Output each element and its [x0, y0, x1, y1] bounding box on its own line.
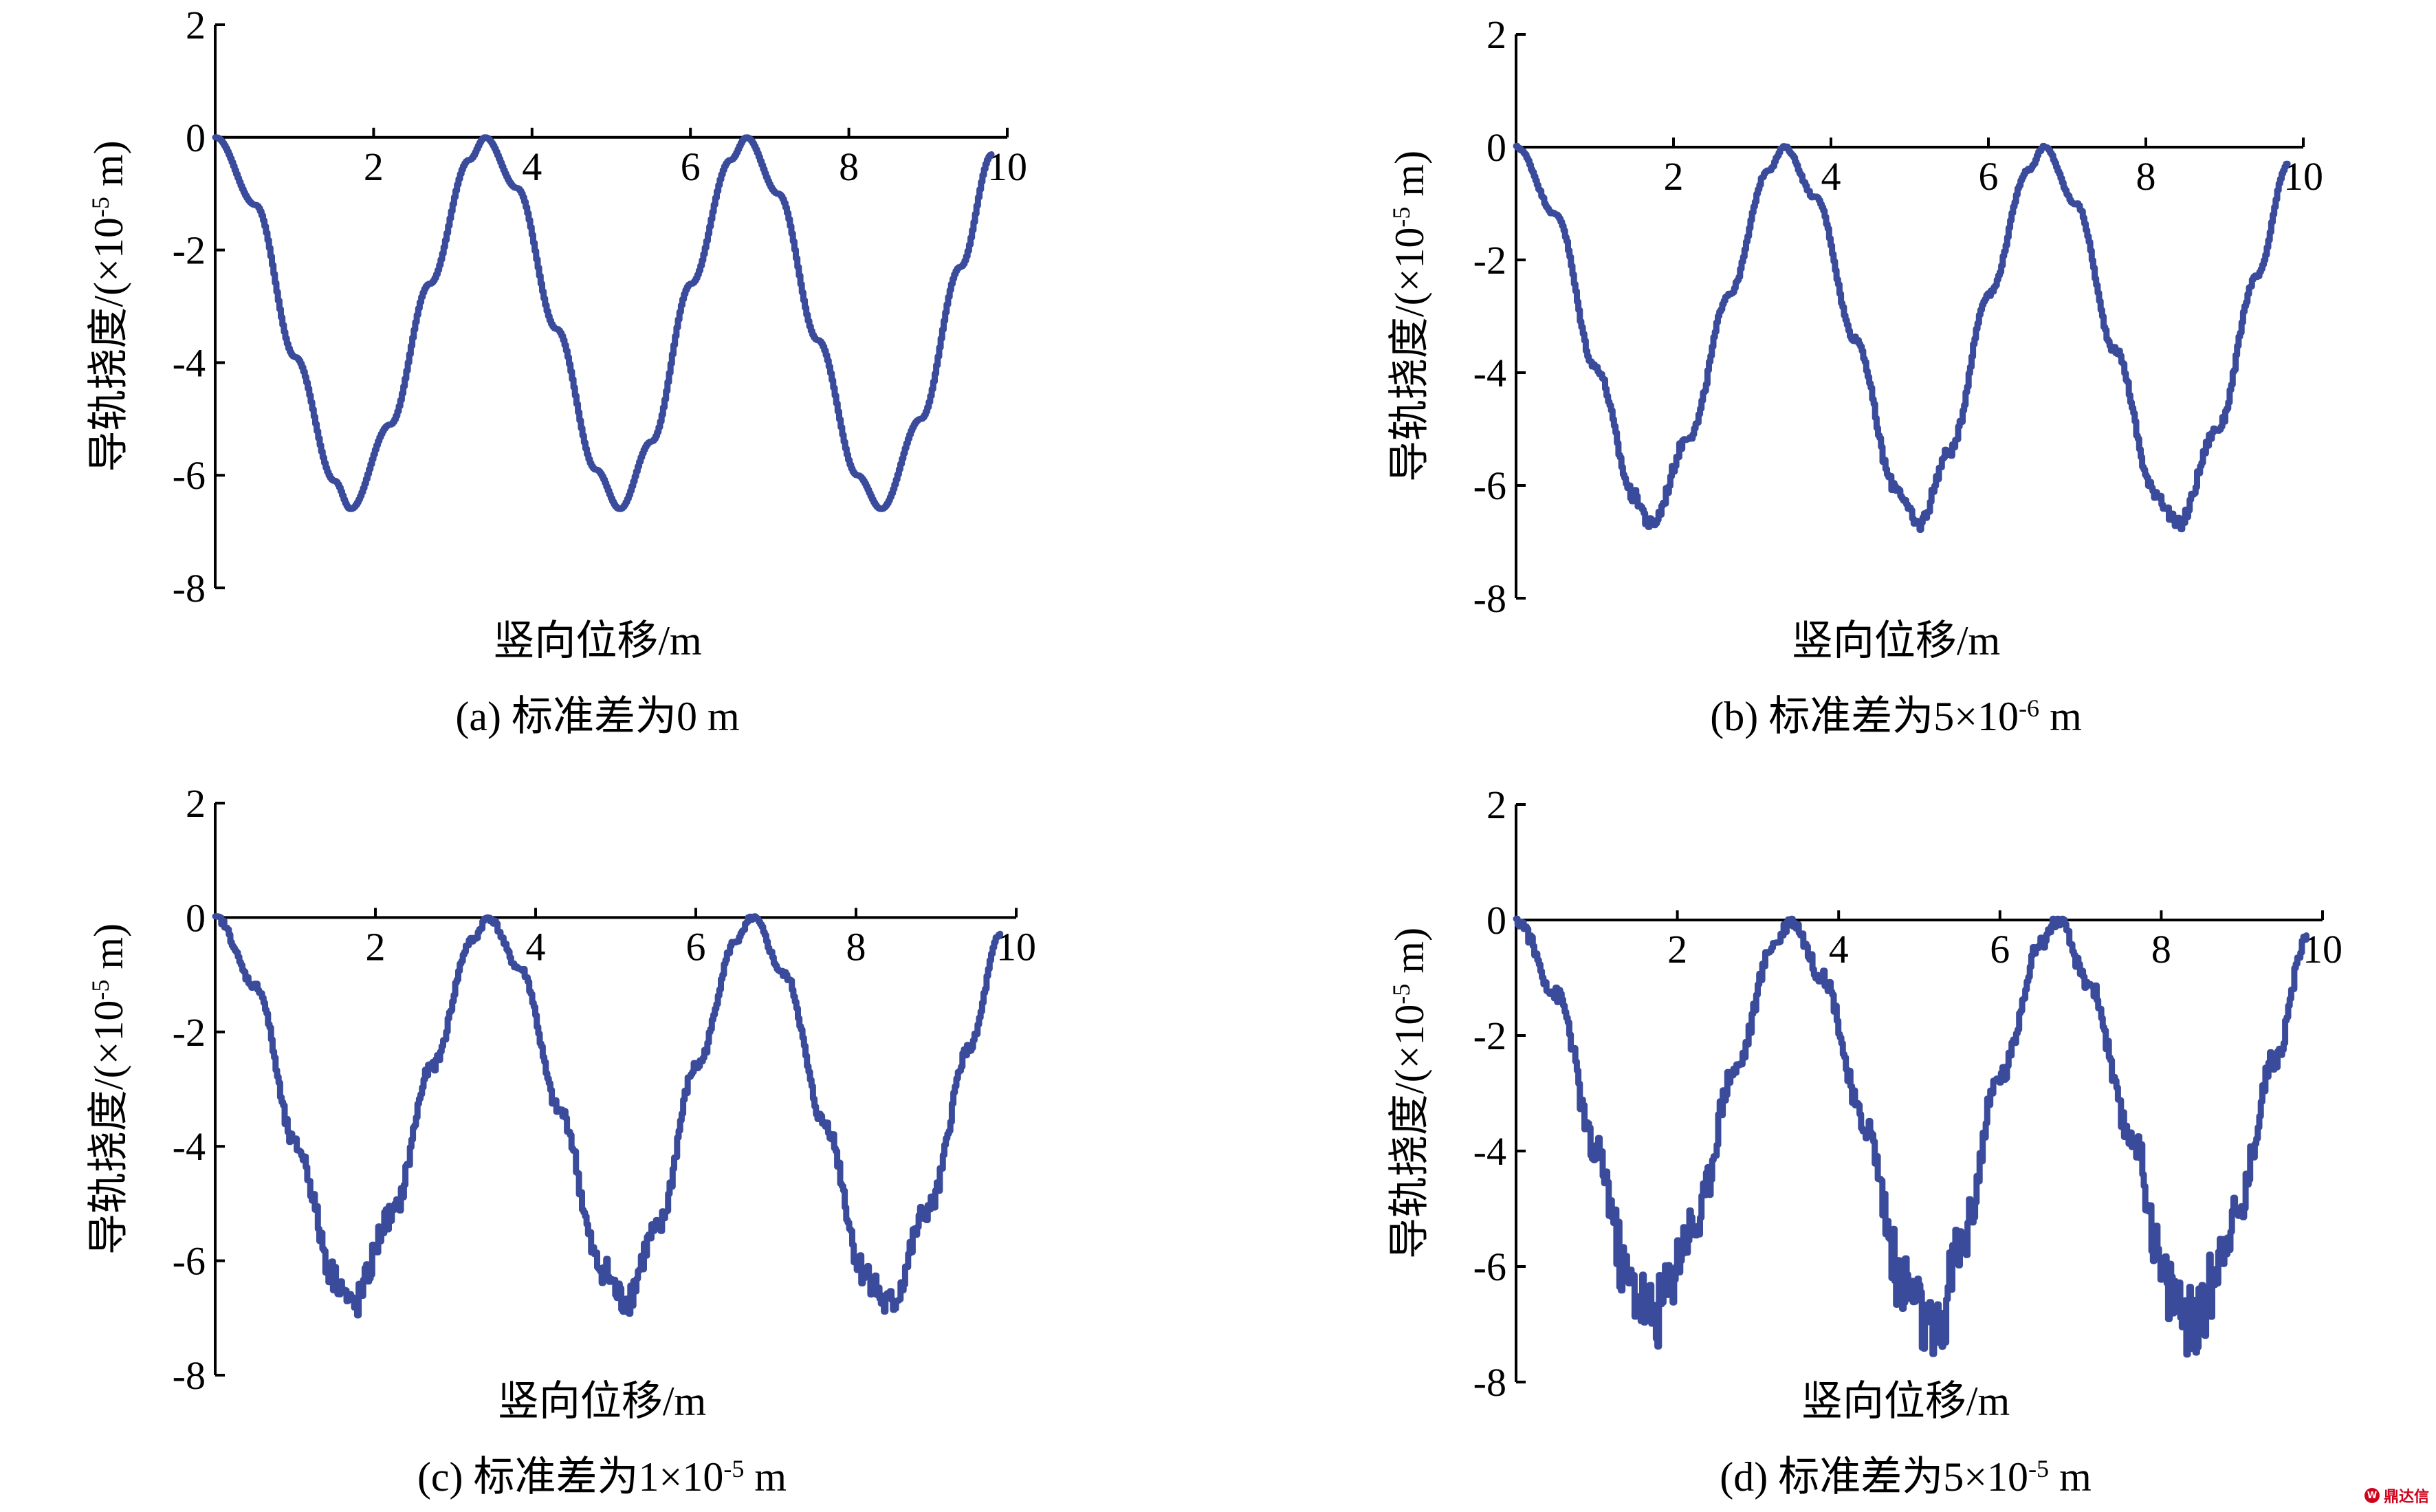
- x-tick-label: 6: [1990, 927, 2010, 972]
- chart-panel-a: 2 0 -2 -4 -6 -8 2 4 6 8 10 导轨挠度/(×10-5 m) 竖向位移/m (a) …: [86, 3, 1027, 739]
- y-tick-label: -2: [1473, 1014, 1506, 1058]
- y-tick-label: -2: [173, 228, 206, 273]
- y-tick-label: -4: [1473, 351, 1506, 395]
- y-axis-title: 导轨挠度/(×10-5 m): [1387, 928, 1432, 1259]
- chart-panel-c: 2 0 -2 -4 -6 -8 2 4 6 8 10 导轨挠度/(×10-5 m) 竖向位移/m (c) …: [86, 781, 1036, 1500]
- x-tick-label: 6: [1979, 154, 1999, 199]
- y-tick-label: -6: [173, 1239, 206, 1284]
- y-tick-label: -4: [1473, 1129, 1506, 1174]
- x-tick-label: 2: [366, 924, 386, 969]
- y-axis-title: 导轨挠度/(×10-5 m): [86, 923, 131, 1255]
- x-axis-title: 竖向位移/m: [1792, 618, 2000, 664]
- x-tick-label: 4: [1829, 927, 1849, 972]
- y-tick-label: -6: [173, 453, 206, 498]
- y-tick-label: -8: [173, 566, 206, 611]
- chart-caption: (a) 标准差为0 m: [455, 694, 739, 739]
- y-tick-label: -8: [1473, 1360, 1506, 1405]
- y-tick-label: 0: [1486, 125, 1506, 170]
- y-tick-label: 0: [1486, 898, 1506, 943]
- series-line: [212, 913, 1004, 1319]
- y-tick-label: -4: [173, 1124, 206, 1169]
- y-tick-label: -6: [1473, 463, 1506, 508]
- x-tick-label: 2: [364, 144, 384, 189]
- logo-icon: W: [2364, 1488, 2380, 1503]
- x-tick-label: 10: [996, 924, 1036, 969]
- y-tick-label: -2: [173, 1010, 206, 1055]
- y-tick-label: -8: [173, 1353, 206, 1398]
- x-tick-label: 10: [987, 144, 1027, 189]
- chart-caption: (d) 标准差为5×10-5 m: [1720, 1454, 2091, 1500]
- y-tick-label: 2: [186, 781, 206, 826]
- y-tick-label: -6: [1473, 1245, 1506, 1289]
- y-axis-title: 导轨挠度/(×10-5 m): [86, 140, 131, 472]
- y-tick-label: -2: [1473, 238, 1506, 283]
- y-tick-label: -4: [173, 340, 206, 385]
- x-tick-label: 6: [681, 144, 701, 189]
- x-tick-label: 2: [1667, 927, 1687, 972]
- x-tick-label: 4: [1821, 154, 1841, 199]
- series-line: [212, 134, 995, 512]
- x-tick-label: 10: [2283, 154, 2323, 199]
- x-tick-label: 8: [839, 144, 859, 189]
- chart-caption: (b) 标准差为5×10-6 m: [1710, 694, 2081, 739]
- watermark: W 鼎达信: [2364, 1484, 2429, 1506]
- watermark-text: 鼎达信: [2383, 1489, 2429, 1506]
- y-tick-label: -8: [1473, 576, 1506, 621]
- x-tick-label: 4: [522, 144, 542, 189]
- x-tick-label: 4: [526, 924, 546, 969]
- x-tick-label: 8: [2136, 154, 2156, 199]
- chart-caption: (c) 标准差为1×10-5 m: [417, 1454, 787, 1500]
- y-tick-label: 2: [186, 3, 206, 47]
- series-line: [1513, 915, 2309, 1358]
- y-tick-label: 2: [1486, 782, 1506, 827]
- y-tick-label: 2: [1486, 12, 1506, 57]
- chart-panel-b: 2 0 -2 -4 -6 -8 2 4 6 8 10 导轨挠度/(×10-5 m) 竖向位移/m (b) …: [1387, 12, 2323, 739]
- x-tick-label: 6: [686, 924, 706, 969]
- y-tick-label: 0: [186, 116, 206, 160]
- x-axis-title: 竖向位移/m: [1801, 1379, 2010, 1424]
- y-axis-title: 导轨挠度/(×10-5 m): [1387, 151, 1432, 482]
- y-tick-label: 0: [186, 895, 206, 940]
- x-tick-label: 8: [846, 924, 866, 969]
- x-tick-label: 8: [2151, 927, 2171, 972]
- x-axis-title: 竖向位移/m: [493, 618, 701, 664]
- x-tick-label: 2: [1664, 154, 1684, 199]
- x-axis-title: 竖向位移/m: [498, 1379, 706, 1424]
- series-line: [1513, 142, 2291, 533]
